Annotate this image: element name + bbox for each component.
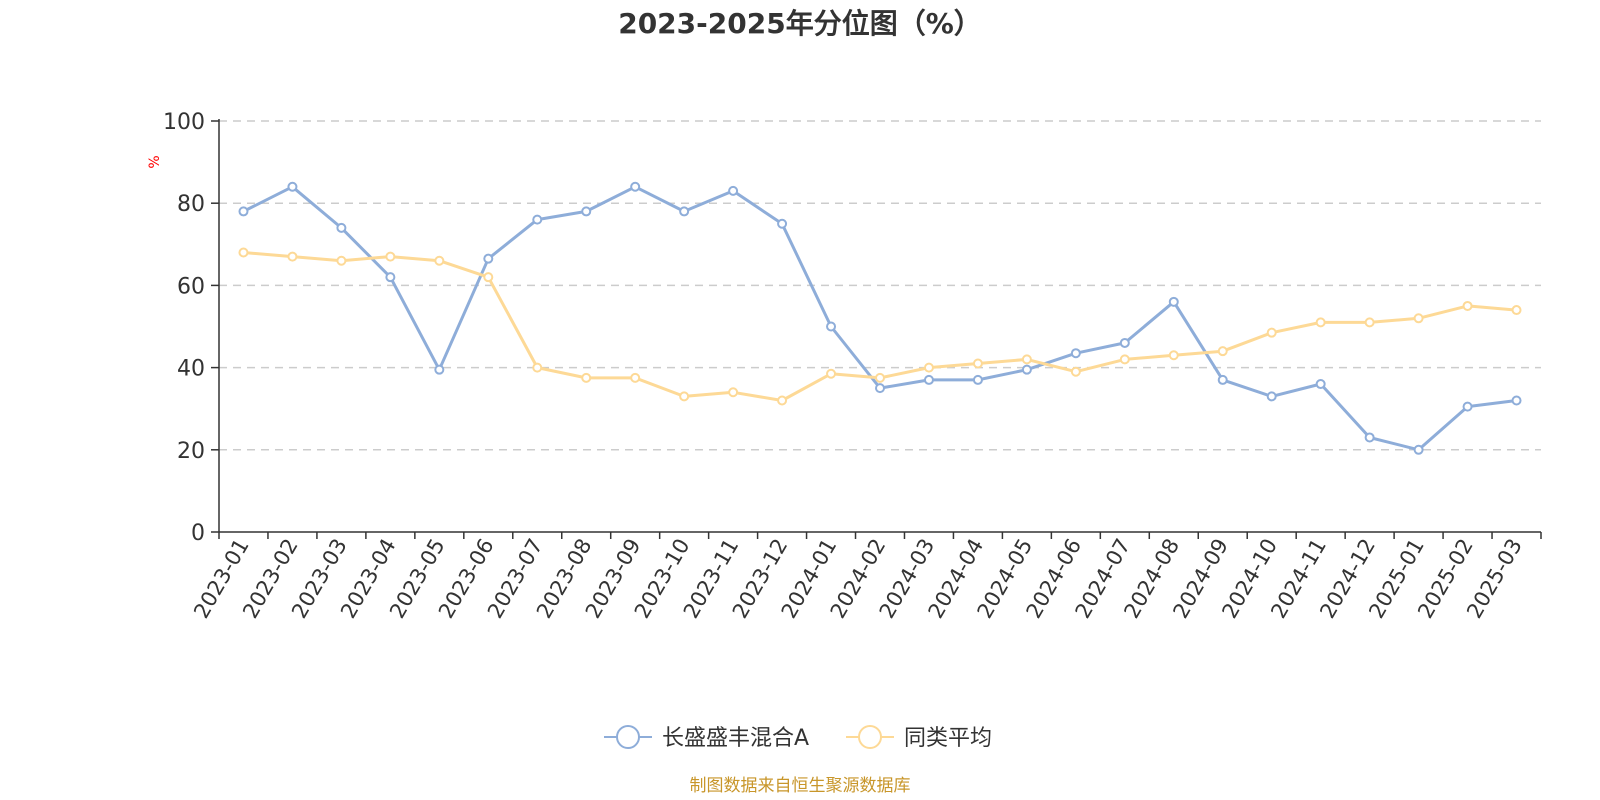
series-2-point xyxy=(385,251,396,262)
series-2-point xyxy=(923,362,934,373)
series-2-point xyxy=(1266,327,1277,338)
series-1-point xyxy=(336,222,347,233)
y-tick-label: 60 xyxy=(177,274,205,299)
series-1-point xyxy=(238,206,249,217)
series-1-point xyxy=(385,272,396,283)
series-2-point xyxy=(483,272,494,283)
series-1-point xyxy=(287,181,298,192)
series-2-point xyxy=(434,255,445,266)
y-tick-label: 0 xyxy=(191,521,205,546)
series-2-point xyxy=(287,251,298,262)
series-2-point xyxy=(238,247,249,258)
series-1-point xyxy=(1364,432,1375,443)
series-1-point xyxy=(826,321,837,332)
series-2-point xyxy=(1364,317,1375,328)
series-1-point xyxy=(1413,444,1424,455)
series-1-point xyxy=(923,374,934,385)
series-2-point xyxy=(630,372,641,383)
series-2-point xyxy=(336,255,347,266)
series-1-point xyxy=(483,253,494,264)
series-2-point xyxy=(972,358,983,369)
series-2-point xyxy=(1168,350,1179,361)
series-1-point xyxy=(434,364,445,375)
series-1-point xyxy=(728,185,739,196)
legend-label-1: 长盛盛丰混合A xyxy=(662,726,809,751)
series-2-point xyxy=(1413,313,1424,324)
series-1-point xyxy=(1315,379,1326,390)
y-tick-label: 100 xyxy=(163,110,205,135)
series-2-point xyxy=(532,362,543,373)
series-1-point xyxy=(777,218,788,229)
series-2-point xyxy=(1217,346,1228,357)
series-1-point xyxy=(630,181,641,192)
series-2-point xyxy=(777,395,788,406)
series-1-point xyxy=(1266,391,1277,402)
series-2-point xyxy=(826,368,837,379)
series-line-1 xyxy=(242,185,1517,452)
series-1-point xyxy=(581,206,592,217)
y-axis-unit: % xyxy=(147,155,163,168)
y-tick-label: 20 xyxy=(177,439,205,464)
series-1-point xyxy=(1217,374,1228,385)
data-source-note: 制图数据来自恒生聚源数据库 xyxy=(690,776,911,796)
series-1-point xyxy=(1119,337,1130,348)
series-2-point xyxy=(1315,317,1326,328)
series-2-point xyxy=(1119,354,1130,365)
legend-label-2: 同类平均 xyxy=(904,726,992,751)
series-1-point xyxy=(1021,364,1032,375)
grid-layer xyxy=(219,120,1541,451)
series-2-point xyxy=(1070,366,1081,377)
series-1-point xyxy=(875,383,885,394)
legend-marker-2 xyxy=(858,725,882,749)
y-tick-label: 80 xyxy=(177,192,205,217)
series-2-point xyxy=(1021,354,1032,365)
series-1-point xyxy=(1070,348,1081,359)
series-1-point xyxy=(1511,395,1522,406)
series-1-point xyxy=(679,206,690,217)
series-2-point xyxy=(1462,300,1473,311)
chart-title: 2023-2025年分位图（%） xyxy=(618,7,982,40)
series-layer xyxy=(238,181,1522,455)
series-1-point xyxy=(1462,401,1473,412)
series-2-point xyxy=(728,387,739,398)
series-1-point xyxy=(532,214,543,225)
series-2-point xyxy=(875,372,885,383)
legend: 长盛盛丰混合A 同类平均 xyxy=(604,725,992,751)
series-1-point xyxy=(972,374,983,385)
series-2-point xyxy=(1511,305,1522,316)
y-tick-label: 40 xyxy=(177,357,205,382)
series-1-point xyxy=(1168,296,1179,307)
series-2-point xyxy=(679,391,690,402)
axis-layer: 0204060801002023-012023-022023-032023-04… xyxy=(163,110,1542,622)
series-2-point xyxy=(581,372,592,383)
legend-marker-1 xyxy=(616,725,640,749)
